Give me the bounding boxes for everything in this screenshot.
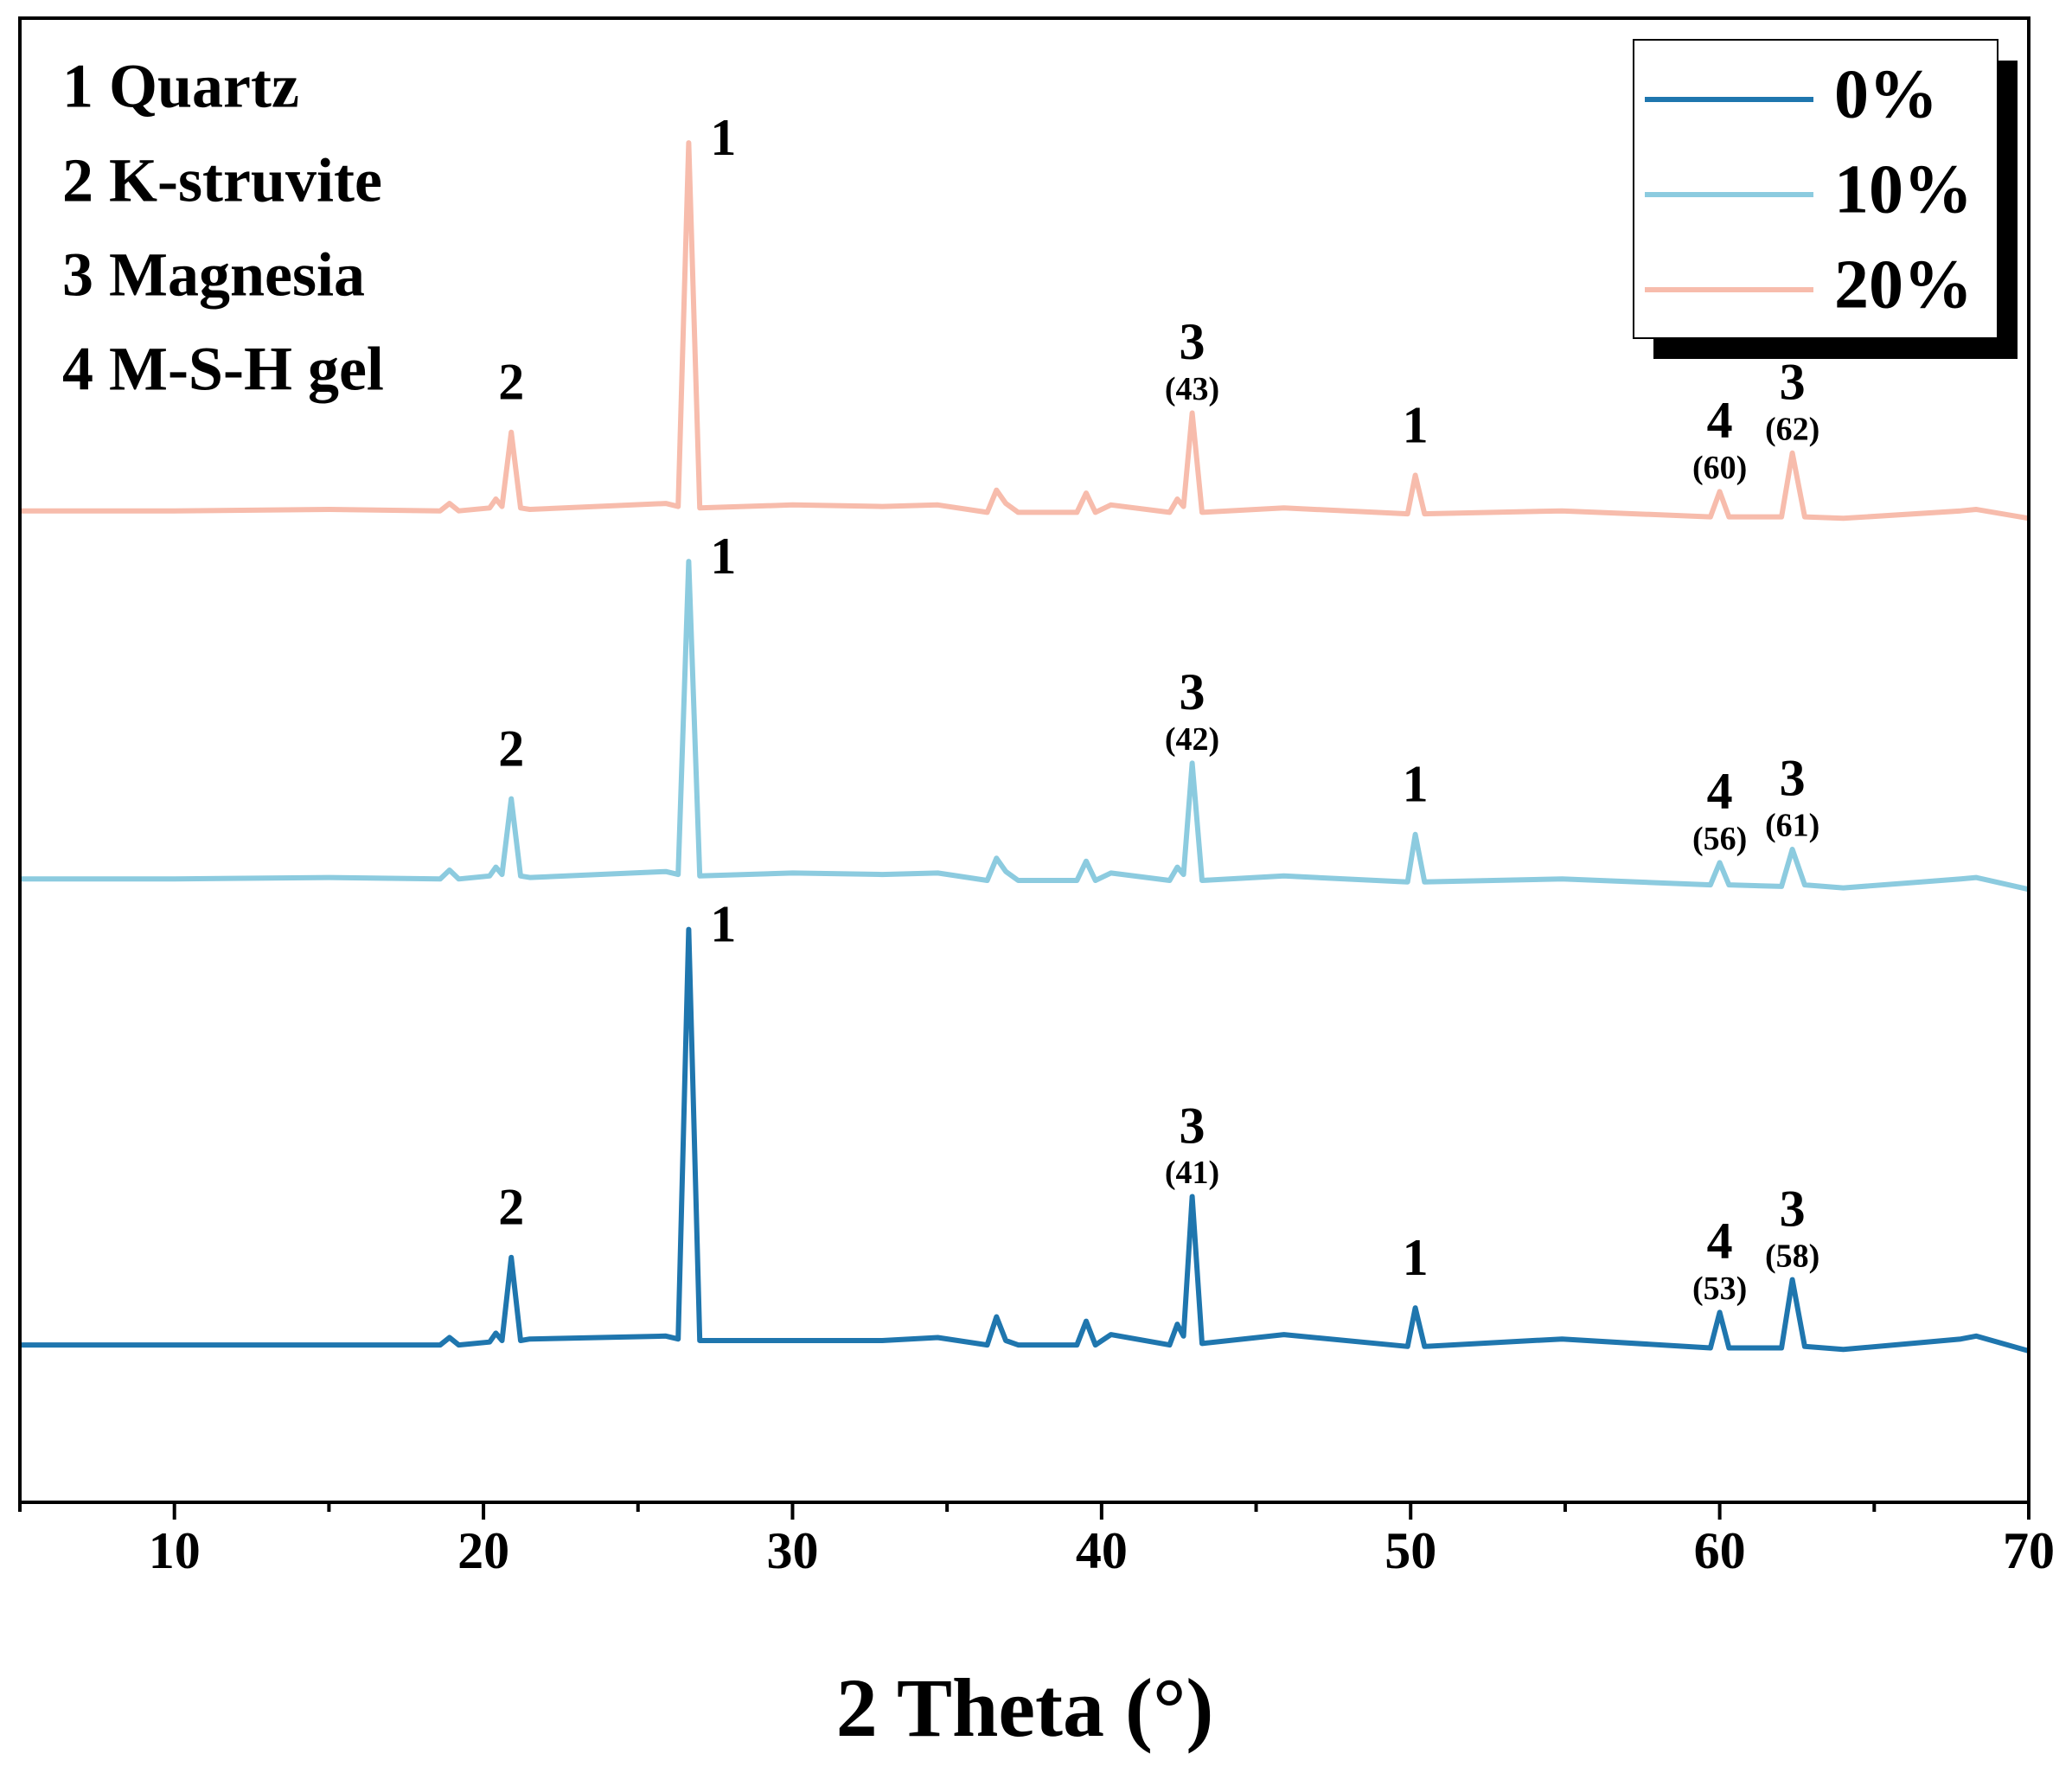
peak-label: 2 bbox=[498, 354, 524, 411]
series-line bbox=[20, 926, 2030, 1354]
peak-note: (60) bbox=[1692, 450, 1747, 486]
peak-note: (62) bbox=[1765, 412, 1819, 448]
x-axis-title: 2 Theta (°) bbox=[836, 1661, 1214, 1754]
plot-frame bbox=[18, 16, 2030, 1504]
peak-label: 4 bbox=[1707, 392, 1733, 449]
peak-label: 2 bbox=[498, 1179, 524, 1236]
peak-label: 1 bbox=[1403, 396, 1429, 453]
x-tick-label: 30 bbox=[766, 1522, 818, 1579]
peak-label: 4 bbox=[1707, 763, 1733, 820]
phase-legend-entry: 2 K-struvite bbox=[62, 146, 382, 215]
peak-label: 3 bbox=[1780, 354, 1806, 411]
legend-label: 10% bbox=[1834, 151, 1973, 227]
peak-label: 3 bbox=[1180, 663, 1205, 720]
phase-legend-entry: 3 Magnesia bbox=[62, 240, 365, 310]
x-tick-label: 20 bbox=[457, 1522, 509, 1579]
phase-legend-entry: 4 M-S-H gel bbox=[62, 335, 384, 404]
peak-label: 1 bbox=[710, 895, 736, 952]
peak-label: 3 bbox=[1780, 750, 1806, 807]
peak-label: 1 bbox=[710, 528, 736, 585]
peak-label: 2 bbox=[498, 720, 524, 777]
peak-label: 1 bbox=[1403, 756, 1429, 813]
legend-label: 20% bbox=[1834, 246, 1973, 323]
x-tick-label: 50 bbox=[1385, 1522, 1436, 1579]
peak-note: (43) bbox=[1165, 371, 1219, 407]
peak-note: (61) bbox=[1765, 808, 1819, 844]
x-tick-label: 40 bbox=[1076, 1522, 1128, 1579]
peak-note: (42) bbox=[1165, 721, 1219, 758]
x-tick-label: 70 bbox=[2003, 1522, 2055, 1579]
x-tick-label: 10 bbox=[149, 1522, 201, 1579]
peak-note: (41) bbox=[1165, 1155, 1219, 1191]
phase-legend-entry: 1 Quartz bbox=[62, 52, 299, 121]
peak-label: 1 bbox=[710, 109, 736, 166]
peak-label: 3 bbox=[1180, 1097, 1205, 1154]
peak-label: 1 bbox=[1403, 1229, 1429, 1286]
x-tick-label: 60 bbox=[1694, 1522, 1746, 1579]
series-line bbox=[20, 559, 2030, 893]
legend-box bbox=[1633, 39, 1998, 339]
peak-note: (56) bbox=[1692, 821, 1747, 857]
peak-label: 3 bbox=[1180, 313, 1205, 370]
peak-note: (58) bbox=[1765, 1238, 1819, 1274]
legend-label: 0% bbox=[1834, 56, 1938, 132]
peak-label: 3 bbox=[1780, 1180, 1806, 1237]
peak-label: 4 bbox=[1707, 1213, 1733, 1270]
series-line bbox=[20, 140, 2030, 522]
peak-note: (53) bbox=[1692, 1271, 1747, 1307]
